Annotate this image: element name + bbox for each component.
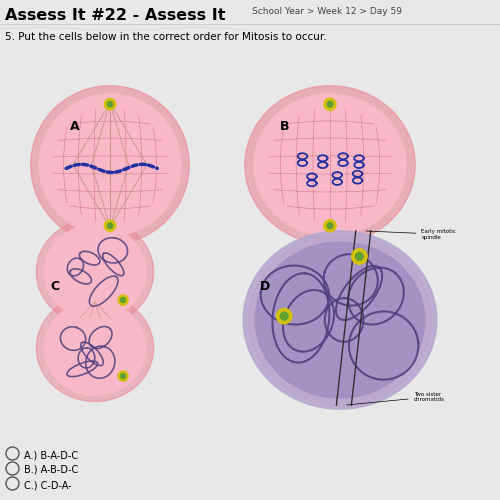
Text: A: A — [70, 120, 80, 133]
Text: Two sister
chromatids: Two sister chromatids — [346, 392, 444, 405]
Text: B: B — [280, 120, 289, 133]
Text: B.) A-B-D-C: B.) A-B-D-C — [24, 465, 78, 475]
Text: C: C — [50, 280, 59, 293]
Ellipse shape — [39, 94, 181, 236]
Ellipse shape — [254, 94, 406, 236]
Ellipse shape — [255, 242, 425, 398]
Circle shape — [120, 298, 126, 302]
Ellipse shape — [249, 235, 431, 405]
Ellipse shape — [245, 86, 415, 244]
Ellipse shape — [36, 218, 154, 326]
Circle shape — [120, 374, 126, 378]
Circle shape — [324, 98, 336, 110]
Circle shape — [118, 371, 128, 381]
Text: Early mitotic
spindle: Early mitotic spindle — [366, 229, 456, 239]
Circle shape — [324, 220, 336, 232]
Ellipse shape — [36, 294, 154, 402]
Ellipse shape — [30, 86, 190, 244]
Circle shape — [104, 98, 116, 110]
Circle shape — [276, 308, 292, 324]
Circle shape — [108, 102, 112, 107]
Text: 5. Put the cells below in the correct order for Mitosis to occur.: 5. Put the cells below in the correct or… — [5, 32, 326, 42]
Circle shape — [327, 223, 333, 228]
Ellipse shape — [44, 301, 146, 395]
Circle shape — [104, 220, 116, 232]
Ellipse shape — [44, 225, 146, 319]
Text: C.) C-D-A-: C.) C-D-A- — [24, 480, 72, 490]
Circle shape — [352, 248, 367, 264]
Text: D: D — [260, 280, 270, 293]
Text: Early mitotic
spindle: Early mitotic spindle — [280, 280, 315, 291]
Circle shape — [356, 252, 363, 260]
Circle shape — [118, 295, 128, 305]
Ellipse shape — [243, 231, 437, 409]
Text: Assess It #22 - Assess It: Assess It #22 - Assess It — [5, 8, 226, 22]
Ellipse shape — [258, 242, 422, 398]
Circle shape — [280, 312, 288, 320]
Text: A.) B-A-D-C: A.) B-A-D-C — [24, 450, 78, 460]
Circle shape — [327, 102, 333, 107]
Text: School Year > Week 12 > Day 59: School Year > Week 12 > Day 59 — [252, 8, 402, 16]
Circle shape — [108, 223, 112, 228]
